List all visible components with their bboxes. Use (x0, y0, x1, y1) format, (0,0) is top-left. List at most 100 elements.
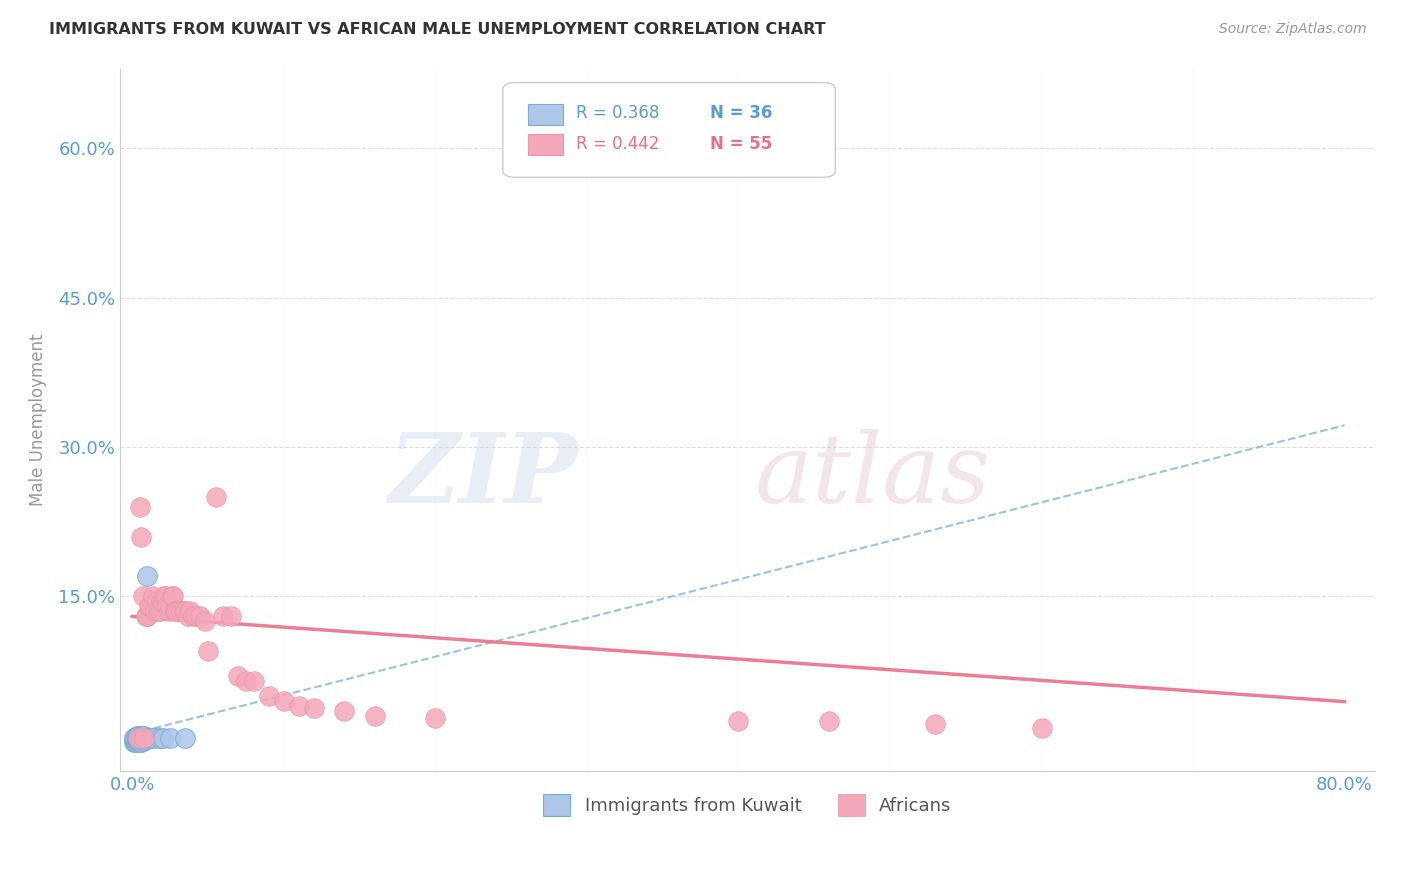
Point (127, 731, 149, 745)
Bar (527, 134, 562, 155)
Point (122, 731, 145, 745)
Point (242, 674, 264, 689)
Point (212, 609, 235, 624)
Point (135, 731, 157, 746)
Point (155, 590, 177, 604)
Point (190, 609, 212, 624)
Point (138, 599, 160, 614)
Point (135, 609, 157, 624)
Point (157, 604, 180, 618)
Point (128, 731, 150, 745)
Point (148, 731, 170, 745)
Point (132, 734, 155, 748)
Point (181, 609, 204, 624)
Point (143, 604, 166, 618)
Point (219, 609, 242, 624)
Point (134, 732, 156, 747)
Point (136, 569, 159, 583)
Point (122, 735, 145, 749)
Point (125, 729, 148, 743)
Point (173, 604, 195, 618)
Text: R = 0.442: R = 0.442 (575, 135, 659, 153)
Text: atlas: atlas (755, 429, 991, 523)
Point (333, 704, 356, 718)
Point (152, 731, 174, 745)
Point (131, 731, 153, 746)
Point (132, 590, 155, 604)
Text: IMMIGRANTS FROM KUWAIT VS AFRICAN MALE UNEMPLOYMENT CORRELATION CHART: IMMIGRANTS FROM KUWAIT VS AFRICAN MALE U… (49, 22, 825, 37)
Point (131, 729, 153, 743)
Point (122, 732, 145, 747)
Point (134, 729, 156, 743)
Point (139, 599, 162, 614)
Point (166, 604, 188, 618)
Y-axis label: Male Unemployment: Male Unemployment (30, 334, 46, 506)
Text: N = 55: N = 55 (710, 135, 772, 153)
Point (141, 594, 163, 608)
Point (136, 609, 159, 624)
Point (170, 604, 193, 618)
Bar (527, 103, 562, 125)
Point (141, 731, 163, 745)
Point (924, 717, 946, 731)
Point (150, 594, 173, 608)
Point (159, 599, 181, 614)
Point (145, 594, 167, 608)
Point (204, 490, 226, 504)
Text: ZIP: ZIP (388, 429, 578, 523)
Point (194, 615, 217, 629)
Point (127, 731, 149, 746)
Point (125, 732, 148, 747)
Point (139, 731, 162, 745)
Point (160, 590, 183, 604)
Point (184, 609, 207, 624)
Point (1031, 721, 1053, 735)
Point (143, 731, 166, 745)
FancyBboxPatch shape (503, 83, 835, 178)
Point (127, 729, 149, 743)
Point (165, 604, 187, 618)
Point (128, 500, 150, 514)
Point (148, 604, 170, 618)
Point (124, 735, 146, 749)
Point (136, 609, 159, 624)
Point (138, 731, 160, 745)
Point (257, 689, 280, 703)
Point (124, 732, 146, 747)
Point (125, 731, 148, 745)
Point (152, 594, 174, 608)
Point (128, 735, 150, 749)
Point (162, 590, 184, 604)
Point (142, 590, 165, 604)
Point (127, 734, 149, 748)
Point (288, 698, 311, 713)
Point (134, 731, 156, 745)
Point (179, 604, 201, 618)
Text: N = 36: N = 36 (710, 103, 772, 121)
Legend: Immigrants from Kuwait, Africans: Immigrants from Kuwait, Africans (534, 785, 960, 825)
Point (197, 644, 219, 658)
Point (132, 729, 155, 743)
Point (146, 604, 169, 618)
Point (125, 735, 148, 749)
Point (131, 530, 153, 544)
Point (128, 729, 150, 743)
Point (273, 694, 295, 708)
Point (128, 732, 150, 747)
Point (651, 143, 673, 157)
Point (131, 735, 153, 749)
Text: Source: ZipAtlas.com: Source: ZipAtlas.com (1219, 22, 1367, 37)
Point (124, 731, 146, 745)
Point (727, 714, 749, 728)
Point (174, 604, 197, 618)
Point (174, 731, 197, 745)
Point (235, 674, 257, 689)
Point (818, 714, 841, 728)
Point (302, 701, 325, 715)
Point (177, 609, 200, 624)
Point (364, 709, 387, 723)
Point (159, 731, 181, 745)
Point (425, 711, 447, 725)
Point (132, 731, 155, 745)
Point (153, 590, 176, 604)
